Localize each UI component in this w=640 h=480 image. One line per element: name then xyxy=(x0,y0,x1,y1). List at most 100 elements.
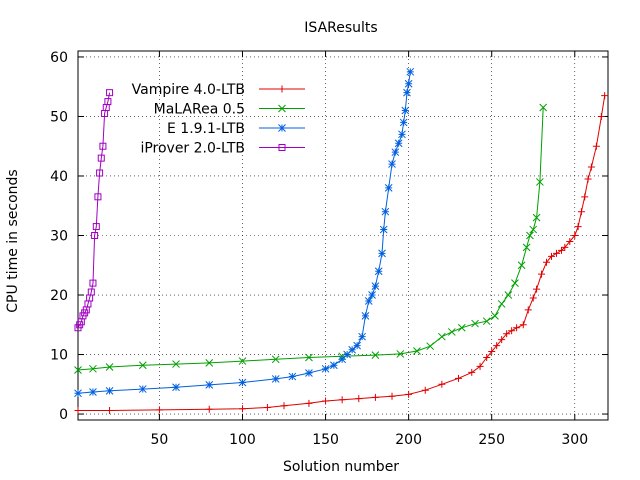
y-axis-label: CPU time in seconds xyxy=(5,169,21,312)
data-point xyxy=(106,89,114,97)
data-point xyxy=(379,225,388,234)
data-point xyxy=(238,405,246,413)
data-point xyxy=(508,327,516,335)
data-point xyxy=(278,85,286,93)
x-tick-label: 50 xyxy=(150,432,168,448)
data-point xyxy=(374,267,383,276)
data-point xyxy=(305,353,313,362)
data-point xyxy=(138,361,147,370)
data-point xyxy=(105,363,114,371)
data-point xyxy=(584,175,592,183)
data-point xyxy=(288,372,297,381)
data-point xyxy=(503,330,511,338)
data-point xyxy=(96,169,104,177)
data-point xyxy=(581,193,589,201)
data-point xyxy=(426,342,435,351)
data-point xyxy=(338,396,346,404)
data-point xyxy=(566,237,574,245)
data-point xyxy=(205,381,214,389)
data-point xyxy=(511,279,519,287)
data-point xyxy=(476,362,484,370)
data-point xyxy=(238,357,247,365)
data-point xyxy=(155,406,163,414)
data-point xyxy=(539,103,548,112)
data-point xyxy=(532,213,541,222)
data-point xyxy=(364,297,373,305)
x-tick-label: 200 xyxy=(395,432,422,448)
y-tick-label: 40 xyxy=(50,169,68,185)
data-point xyxy=(343,350,352,359)
y-tick-label: 10 xyxy=(50,348,68,364)
series-e-1-9-1-ltb xyxy=(74,67,415,398)
data-point xyxy=(394,139,403,148)
data-point xyxy=(238,378,247,387)
data-point xyxy=(384,184,393,192)
data-point xyxy=(388,392,396,400)
data-point xyxy=(483,354,491,362)
y-tick-label: 20 xyxy=(50,288,68,304)
x-tick-label: 250 xyxy=(478,432,505,448)
data-point xyxy=(517,261,526,270)
data-point xyxy=(396,350,405,358)
data-point xyxy=(205,405,213,413)
data-point xyxy=(378,249,386,258)
data-point xyxy=(138,385,147,393)
data-point xyxy=(413,347,421,355)
series-iprover-2-0-ltb xyxy=(74,89,114,332)
data-point xyxy=(533,285,541,293)
data-point xyxy=(447,328,456,336)
data-point xyxy=(330,361,338,370)
series-line xyxy=(78,95,606,411)
data-point xyxy=(524,306,532,314)
data-point xyxy=(482,317,491,326)
data-point xyxy=(263,404,271,412)
data-point xyxy=(548,252,556,260)
data-point xyxy=(404,79,413,88)
data-point xyxy=(280,402,288,410)
data-point xyxy=(529,225,538,234)
data-point xyxy=(348,345,356,354)
legend-label: MaLARea 0.5 xyxy=(154,102,245,118)
legend-label: E 1.9.1-LTB xyxy=(167,121,245,137)
y-tick-label: 30 xyxy=(50,229,68,245)
data-point xyxy=(92,223,100,231)
data-point xyxy=(322,397,330,405)
x-tick-label: 300 xyxy=(561,432,588,448)
x-axis-label: Solution number xyxy=(283,459,399,475)
data-point xyxy=(513,324,521,332)
y-tick-label: 60 xyxy=(50,50,68,66)
data-point xyxy=(361,311,370,320)
data-point xyxy=(89,279,97,287)
series-malarea-0-5 xyxy=(74,103,548,374)
legend-label: Vampire 4.0-LTB xyxy=(132,82,245,98)
data-point xyxy=(497,300,506,308)
chart-title: ISAResults xyxy=(304,20,377,36)
legend: Vampire 4.0-LTB MaLARea 0.5 E 1.9.1-LTB iPr… xyxy=(132,82,305,157)
data-point xyxy=(403,88,411,97)
y-tick-label: 50 xyxy=(50,109,68,125)
data-point xyxy=(74,406,82,414)
x-tick-label: 150 xyxy=(312,432,339,448)
data-point xyxy=(89,364,97,373)
data-point xyxy=(398,130,406,139)
data-point xyxy=(587,163,595,171)
data-point xyxy=(493,342,501,350)
data-point xyxy=(538,270,546,278)
data-point xyxy=(438,332,446,341)
data-point xyxy=(368,291,376,299)
y-tick-label: 0 xyxy=(59,407,68,423)
data-point xyxy=(388,160,396,168)
grid xyxy=(78,51,608,420)
data-point xyxy=(536,178,544,186)
data-point xyxy=(74,366,82,374)
data-point xyxy=(438,380,446,388)
data-point xyxy=(406,67,415,76)
series-line xyxy=(77,107,544,371)
data-point xyxy=(105,386,114,395)
data-point xyxy=(504,291,513,299)
data-point xyxy=(471,319,479,328)
data-point xyxy=(391,148,400,157)
data-point xyxy=(526,231,534,240)
axis-ticks: 50 100 150 200 250 300 0 10 20 30 40 50 60 xyxy=(50,50,608,448)
data-point xyxy=(271,355,280,364)
